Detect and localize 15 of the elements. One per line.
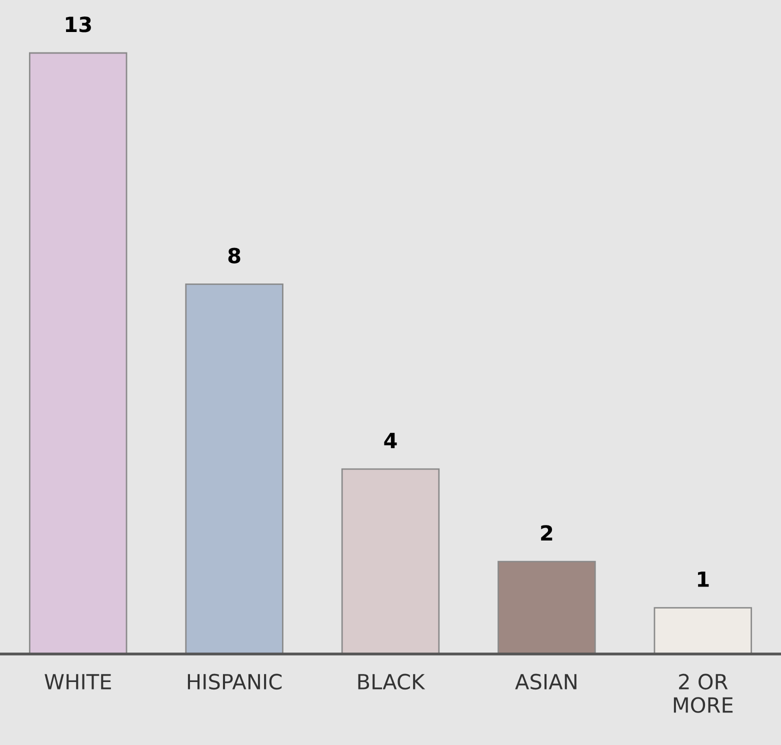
x-tick-label: ASIAN bbox=[515, 674, 576, 690]
x-tick-label: 2 OR MORE bbox=[674, 674, 733, 713]
bar bbox=[498, 560, 596, 654]
data-label: 2 bbox=[541, 525, 552, 541]
data-label: 8 bbox=[228, 248, 240, 264]
x-tick-label: BLACK bbox=[358, 674, 426, 690]
x-tick-label: WHITE bbox=[44, 674, 111, 690]
bar bbox=[341, 468, 440, 654]
bar bbox=[28, 52, 128, 654]
data-label: 13 bbox=[66, 16, 91, 32]
data-label: 4 bbox=[384, 432, 397, 448]
x-tick-label: HISPANIC bbox=[188, 674, 282, 690]
data-label: 1 bbox=[698, 572, 709, 587]
bar bbox=[185, 283, 284, 654]
bar bbox=[654, 607, 752, 654]
